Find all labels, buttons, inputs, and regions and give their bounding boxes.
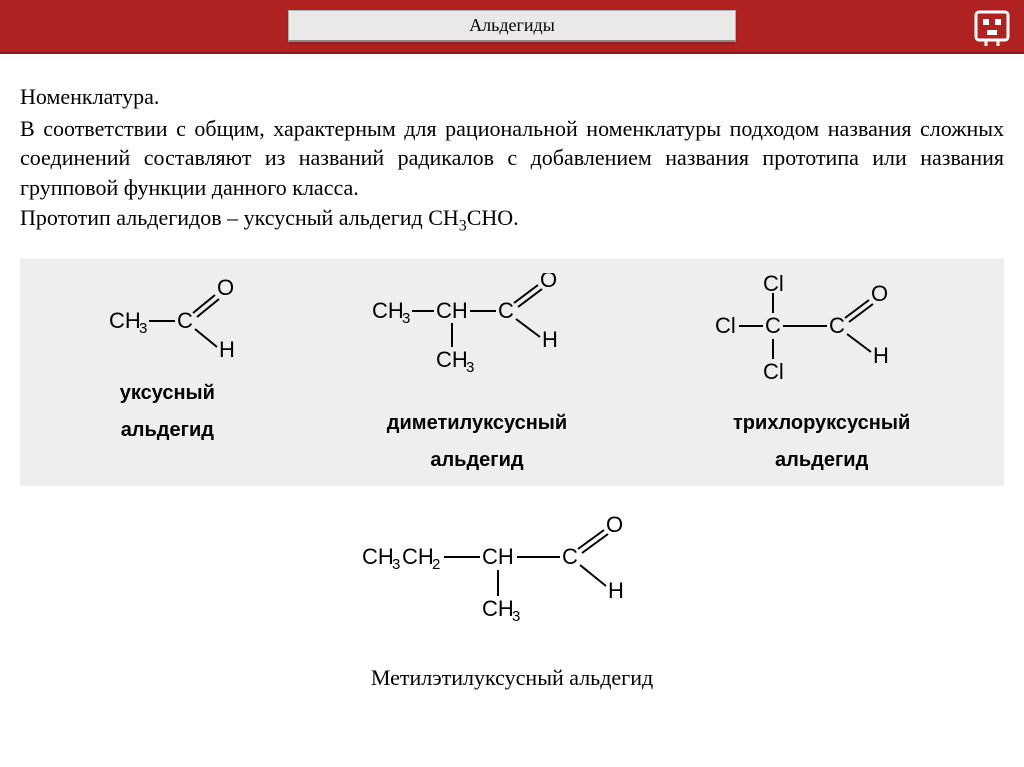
svg-text:Cl: Cl — [715, 313, 736, 338]
svg-text:Cl: Cl — [763, 359, 784, 384]
molecule-trichloro: Cl C Cl Cl C O H трихлоруксусный альдеги… — [707, 273, 937, 472]
page-title: Альдегиды — [288, 10, 736, 42]
svg-text:CH: CH — [482, 544, 514, 569]
structure-3: Cl C Cl Cl C O H — [707, 273, 937, 398]
structure-2: CH3 CH C O H CH3 — [362, 273, 592, 398]
svg-text:CH: CH — [362, 544, 394, 569]
svg-text:CH: CH — [402, 544, 434, 569]
svg-text:O: O — [540, 273, 557, 292]
svg-text:CH: CH — [436, 347, 468, 372]
formula-row: CH3 C O H уксусный альдегид CH3 CH C — [20, 259, 1004, 486]
svg-text:CH: CH — [436, 298, 468, 323]
molecule-dimethyl: CH3 CH C O H CH3 диметилуксусный альдеги… — [362, 273, 592, 472]
header-bar: Альдегиды — [0, 0, 1024, 54]
svg-text:C: C — [562, 544, 578, 569]
svg-text:CH: CH — [372, 298, 404, 323]
mol-name-2b: альдегид — [362, 449, 592, 472]
svg-text:2: 2 — [432, 556, 440, 573]
svg-text:3: 3 — [392, 556, 400, 573]
intro-paragraph: В соответствии с общим, характерным для … — [20, 114, 1004, 203]
svg-text:3: 3 — [402, 310, 410, 327]
section-title: Номенклатура. — [20, 82, 1004, 112]
prototype-suffix: CHO. — [467, 205, 519, 230]
bottom-molecule: CH3 CH2 CH C O H CH3 Метилэтилуксусный а… — [0, 516, 1024, 691]
svg-text:C: C — [765, 313, 781, 338]
svg-text:H: H — [219, 337, 235, 362]
structure-1: CH3 C O H — [87, 273, 247, 368]
svg-text:3: 3 — [512, 608, 520, 625]
content-area: Номенклатура. В соответствии с общим, ха… — [0, 54, 1024, 237]
svg-text:CH: CH — [109, 308, 141, 333]
svg-text:Cl: Cl — [763, 273, 784, 296]
mol-name-1b: альдегид — [87, 419, 247, 442]
svg-text:O: O — [871, 281, 888, 306]
svg-text:O: O — [217, 275, 234, 300]
logo-icon — [972, 8, 1012, 48]
svg-text:3: 3 — [466, 359, 474, 376]
svg-text:CH: CH — [482, 596, 514, 621]
mol-name-1a: уксусный — [87, 382, 247, 405]
prototype-prefix: Прототип альдегидов – уксусный альдегид … — [20, 205, 459, 230]
bottom-name: Метилэтилуксусный альдегид — [0, 665, 1024, 691]
prototype-sub: 3 — [459, 217, 467, 234]
svg-text:C: C — [829, 313, 845, 338]
svg-text:O: O — [606, 516, 623, 537]
mol-name-2a: диметилуксусный — [362, 412, 592, 435]
svg-text:C: C — [498, 298, 514, 323]
svg-text:C: C — [177, 308, 193, 333]
prototype-line: Прототип альдегидов – уксусный альдегид … — [20, 203, 1004, 237]
structure-4: CH3 CH2 CH C O H CH3 — [0, 516, 1024, 651]
svg-text:H: H — [542, 327, 558, 352]
svg-text:H: H — [608, 578, 624, 603]
svg-text:3: 3 — [139, 320, 147, 337]
svg-text:H: H — [873, 343, 889, 368]
molecule-acetaldehyde: CH3 C O H уксусный альдегид — [87, 273, 247, 442]
mol-name-3a: трихлоруксусный — [707, 412, 937, 435]
mol-name-3b: альдегид — [707, 449, 937, 472]
